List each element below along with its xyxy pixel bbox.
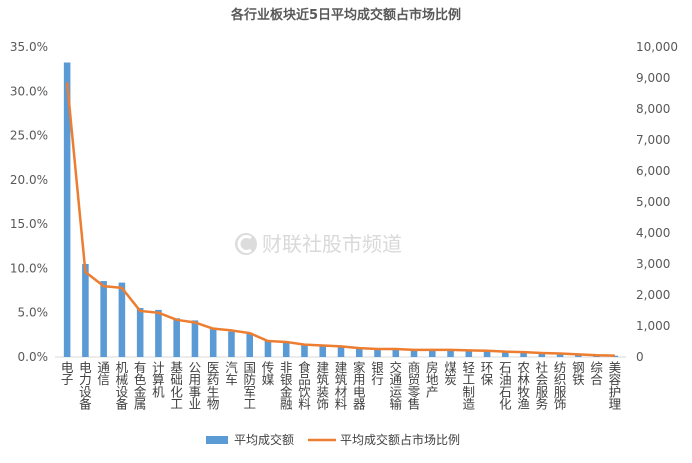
- category-label: 房地产: [426, 360, 439, 399]
- bar: [209, 327, 217, 357]
- category-label: 基础化工: [170, 360, 183, 412]
- category-label: 建筑材料: [335, 360, 348, 412]
- left-axis-tick-label: 0.0%: [18, 350, 49, 364]
- category-label: 电力设备: [79, 360, 92, 412]
- category-label: 综合: [590, 360, 603, 387]
- bar: [337, 346, 345, 357]
- bar: [100, 281, 107, 357]
- bar: [429, 350, 436, 357]
- left-axis-tick-label: 35.0%: [10, 40, 48, 54]
- category-label: 轻工制造: [463, 360, 476, 412]
- category-label: 环保: [481, 360, 494, 387]
- legend-label-bar: 平均成交额: [234, 432, 294, 447]
- category-label: 食品饮料: [298, 360, 311, 412]
- category-label: 电子: [61, 360, 74, 387]
- bar: [502, 351, 509, 357]
- bar: [355, 347, 363, 357]
- left-axis-tick-label: 20.0%: [10, 173, 48, 187]
- bar: [118, 282, 126, 357]
- category-label: 石油石化: [499, 360, 512, 412]
- bar: [228, 331, 235, 357]
- bar: [374, 348, 381, 357]
- legend-label-line: 平均成交额占市场比例: [340, 432, 460, 447]
- bar: [155, 309, 162, 357]
- category-label: 农林牧渔: [517, 360, 530, 412]
- category-label: 有色金属: [134, 360, 147, 412]
- watermark-text: 财联社股市频道: [262, 232, 402, 256]
- bar: [465, 350, 473, 357]
- category-label: 家用电器: [353, 360, 366, 412]
- bar: [483, 351, 491, 357]
- category-label: 煤炭: [444, 360, 457, 387]
- right-axis: 0 1,000 2,000 3,000 4,000 5,000 6,000 7,000 8,00…: [636, 40, 678, 364]
- category-labels: 电子电力设备通信机械设备有色金属计算机基础化工公用事业医药生物汽车国防军工传媒非…: [61, 360, 622, 412]
- bar: [319, 344, 327, 357]
- category-label: 美容护理: [609, 360, 622, 412]
- category-label: 交通运输: [390, 360, 403, 412]
- bar: [538, 352, 546, 357]
- category-label: 社会服务: [536, 360, 549, 412]
- left-axis-tick-label: 5.0%: [18, 306, 49, 320]
- bar: [520, 352, 527, 357]
- left-axis-tick-label: 15.0%: [10, 217, 48, 231]
- right-axis-tick-label: 1,000: [636, 319, 670, 333]
- bar: [282, 342, 290, 357]
- right-axis-tick-label: 2,000: [636, 288, 670, 302]
- bar: [392, 349, 400, 357]
- bar: [301, 343, 308, 357]
- legend: 平均成交额 平均成交额占市场比例: [206, 432, 460, 447]
- right-axis-tick-label: 7,000: [636, 133, 670, 147]
- category-label: 国防军工: [243, 360, 256, 412]
- category-label: 公用事业: [189, 360, 202, 412]
- category-label: 钢铁: [572, 360, 585, 387]
- right-axis-tick-label: 3,000: [636, 257, 670, 271]
- bar: [82, 264, 89, 357]
- left-axis-tick-label: 25.0%: [10, 129, 48, 143]
- bar: [173, 318, 180, 357]
- right-axis-tick-label: 0: [636, 350, 644, 364]
- category-label: 机械设备: [116, 360, 129, 412]
- left-axis-tick-label: 30.0%: [10, 84, 48, 98]
- category-label: 汽车: [225, 360, 238, 387]
- left-axis: 0.0% 5.0% 10.0% 15.0% 20.0% 25.0% 30.0% 35.0%: [10, 40, 48, 364]
- category-label: 医药生物: [207, 360, 220, 412]
- category-label: 非银金融: [280, 360, 293, 412]
- bar: [246, 333, 253, 357]
- bar: [611, 355, 619, 357]
- bar: [447, 350, 454, 357]
- right-axis-tick-label: 9,000: [636, 71, 670, 85]
- watermark-logo-icon: [235, 233, 257, 255]
- category-label: 计算机: [152, 360, 165, 399]
- right-axis-tick-label: 10,000: [636, 40, 678, 54]
- bar: [191, 320, 199, 357]
- bar: [264, 340, 272, 357]
- right-axis-tick-label: 8,000: [636, 102, 670, 116]
- category-label: 商贸零售: [408, 360, 421, 412]
- right-axis-tick-label: 5,000: [636, 195, 670, 209]
- bar: [410, 349, 418, 357]
- right-axis-tick-label: 6,000: [636, 164, 670, 178]
- watermark: 财联社股市频道: [235, 232, 402, 256]
- category-label: 通信: [97, 360, 110, 387]
- chart-title: 各行业板块近5日平均成交额占市场比例: [230, 7, 461, 23]
- line-series: [65, 82, 615, 357]
- legend-swatch-bar: [206, 436, 228, 444]
- category-label: 建筑装饰: [316, 360, 329, 412]
- bar: [63, 62, 71, 357]
- bar: [556, 353, 564, 357]
- category-label: 传媒: [262, 360, 275, 387]
- left-axis-tick-label: 10.0%: [10, 261, 48, 275]
- category-label: 银行: [371, 360, 384, 387]
- series-line: [65, 82, 615, 357]
- bar: [136, 308, 144, 357]
- right-axis-tick-label: 4,000: [636, 226, 670, 240]
- bar: [575, 354, 582, 357]
- category-label: 纺织服饰: [554, 360, 567, 412]
